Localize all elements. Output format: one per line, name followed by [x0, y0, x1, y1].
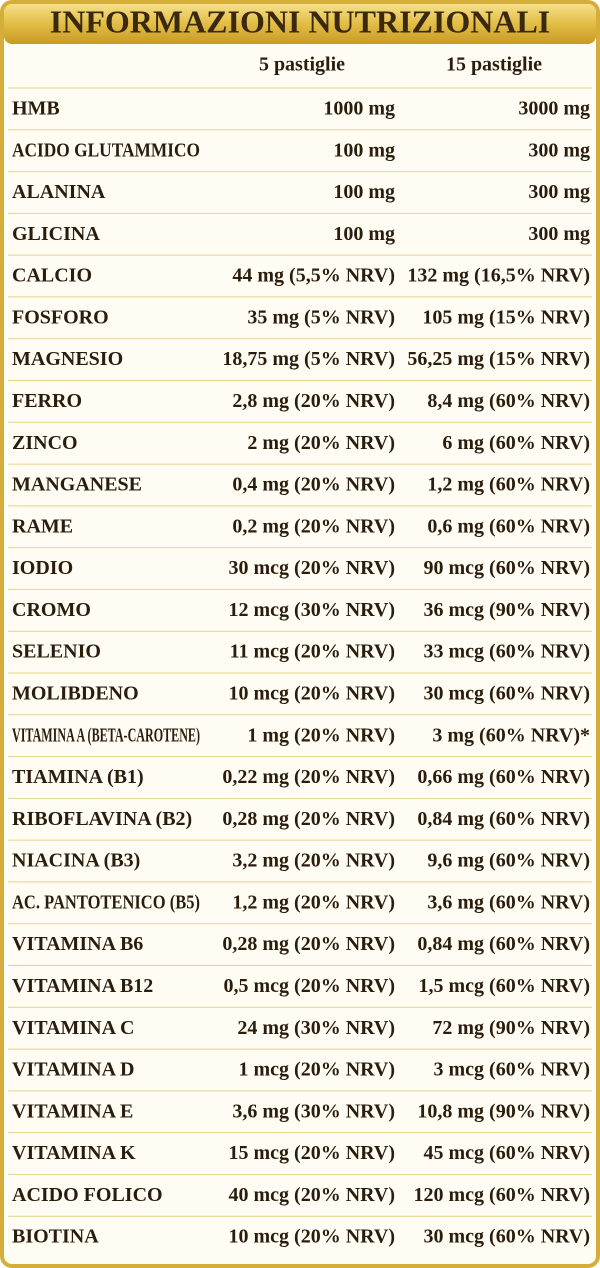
- amount: 56,25 mg (15% NRV): [407, 348, 590, 370]
- amount: 132 mg (16,5% NRV): [407, 265, 590, 287]
- amount: 0,84 mg (60% NRV): [417, 808, 590, 830]
- nutrient-name: CALCIO: [12, 265, 92, 287]
- amount: 9,6 mg (60% NRV): [427, 850, 590, 872]
- amount: 3000 mg: [518, 97, 590, 119]
- amount: 1,2 mg (60% NRV): [427, 474, 590, 496]
- title-banner: [4, 4, 596, 44]
- nutrient-name: MANGANESE: [12, 474, 142, 496]
- nutrient-name: VITAMINA C: [12, 1017, 134, 1039]
- nutrient-name: VITAMINA D: [12, 1059, 134, 1081]
- amount: 0,22 mg (20% NRV): [222, 766, 395, 788]
- nutrient-name: RAME: [12, 515, 73, 537]
- amount: 35 mg (5% NRV): [247, 306, 395, 328]
- nutrient-name: AC. PANTOTENICO (B5): [12, 891, 200, 913]
- nutrient-name: SELENIO: [12, 641, 101, 663]
- amount: 6 mg (60% NRV): [442, 432, 590, 454]
- amount: 24 mg (30% NRV): [237, 1017, 395, 1039]
- nutrient-name: NIACINA (B3): [12, 850, 140, 872]
- column-header: 15 pastiglie: [446, 54, 542, 76]
- amount: 1000 mg: [323, 97, 395, 119]
- amount: 44 mg (5,5% NRV): [232, 265, 395, 287]
- amount: 0,2 mg (20% NRV): [232, 515, 395, 537]
- nutrient-name: VITAMINA E: [12, 1100, 133, 1122]
- amount: 30 mcg (20% NRV): [229, 557, 395, 579]
- nutrient-name: CROMO: [12, 599, 91, 621]
- amount: 3,6 mg (60% NRV): [427, 891, 590, 913]
- amount: 1 mg (20% NRV): [247, 724, 395, 746]
- amount: 0,28 mg (20% NRV): [222, 933, 395, 955]
- nutrient-name: IODIO: [12, 557, 73, 579]
- amount: 72 mg (90% NRV): [432, 1017, 590, 1039]
- amount: 0,4 mg (20% NRV): [232, 474, 395, 496]
- amount: 0,5 mcg (20% NRV): [224, 975, 395, 997]
- nutrient-name: ZINCO: [12, 432, 78, 454]
- nutrient-name: BIOTINA: [12, 1226, 99, 1248]
- amount: 11 mcg (20% NRV): [230, 641, 395, 663]
- amount: 300 mg: [528, 181, 590, 203]
- amount: 105 mg (15% NRV): [422, 306, 590, 328]
- amount: 0,84 mg (60% NRV): [417, 933, 590, 955]
- amount: 3 mcg (60% NRV): [434, 1059, 590, 1081]
- nutrient-name: FOSFORO: [12, 306, 109, 328]
- amount: 18,75 mg (5% NRV): [222, 348, 395, 370]
- amount: 2,8 mg (20% NRV): [232, 390, 395, 412]
- amount: 10 mcg (20% NRV): [229, 682, 395, 704]
- nutrient-name: ACIDO FOLICO: [12, 1184, 163, 1206]
- column-header: 5 pastiglie: [259, 54, 345, 76]
- amount: 100 mg: [333, 223, 395, 245]
- amount: 3,2 mg (20% NRV): [232, 850, 395, 872]
- amount: 30 mcg (60% NRV): [424, 1226, 590, 1248]
- amount: 90 mcg (60% NRV): [424, 557, 590, 579]
- nutrient-name: VITAMINA B6: [12, 933, 143, 955]
- amount: 1 mcg (20% NRV): [239, 1059, 395, 1081]
- amount: 300 mg: [528, 139, 590, 161]
- amount: 33 mcg (60% NRV): [424, 641, 590, 663]
- amount: 1,5 mcg (60% NRV): [419, 975, 590, 997]
- amount: 3,6 mg (30% NRV): [232, 1100, 395, 1122]
- amount: 12 mcg (30% NRV): [229, 599, 395, 621]
- nutrient-name: ACIDO GLUTAMMICO: [12, 139, 200, 161]
- nutrient-name: VITAMINA A (BETA-CAROTENE): [12, 724, 200, 746]
- nutrient-name: MOLIBDENO: [12, 682, 139, 704]
- nutrient-name: VITAMINA K: [12, 1142, 136, 1164]
- amount: 3 mg (60% NRV)*: [432, 724, 590, 746]
- amount: 1,2 mg (20% NRV): [232, 891, 395, 913]
- amount: 36 mcg (90% NRV): [424, 599, 590, 621]
- amount: 30 mcg (60% NRV): [424, 682, 590, 704]
- nutrient-name: MAGNESIO: [12, 348, 123, 370]
- amount: 2 mg (20% NRV): [247, 432, 395, 454]
- nutrient-name: RIBOFLAVINA (B2): [12, 808, 192, 830]
- amount: 100 mg: [333, 181, 395, 203]
- amount: 100 mg: [333, 139, 395, 161]
- nutrient-name: ALANINA: [12, 181, 106, 203]
- nutrient-name: TIAMINA (B1): [12, 766, 144, 788]
- amount: 10,8 mg (90% NRV): [417, 1100, 590, 1122]
- amount: 45 mcg (60% NRV): [424, 1142, 590, 1164]
- nutrient-name: GLICINA: [12, 223, 100, 245]
- nutrient-name: HMB: [12, 97, 60, 119]
- title: INFORMAZIONI NUTRIZIONALI: [50, 3, 551, 39]
- amount: 15 mcg (20% NRV): [229, 1142, 395, 1164]
- amount: 0,66 mg (60% NRV): [417, 766, 590, 788]
- amount: 10 mcg (20% NRV): [229, 1226, 395, 1248]
- amount: 0,28 mg (20% NRV): [222, 808, 395, 830]
- nutrient-name: VITAMINA B12: [12, 975, 153, 997]
- amount: 8,4 mg (60% NRV): [427, 390, 590, 412]
- nutrient-name: FERRO: [12, 390, 82, 412]
- amount: 300 mg: [528, 223, 590, 245]
- amount: 40 mcg (20% NRV): [229, 1184, 395, 1206]
- amount: 120 mcg (60% NRV): [414, 1184, 590, 1206]
- amount: 0,6 mg (60% NRV): [427, 515, 590, 537]
